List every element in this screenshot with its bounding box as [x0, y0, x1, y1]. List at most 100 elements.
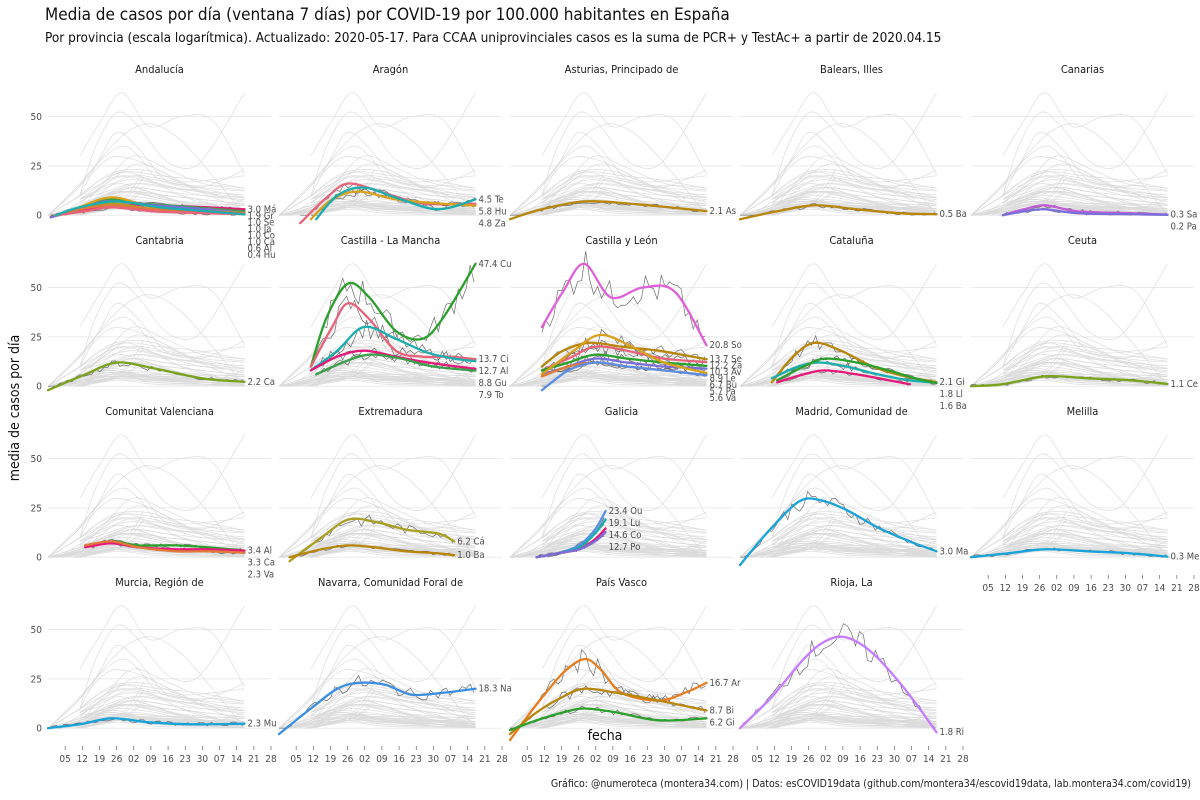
panel-strip-label: Cataluña [829, 234, 873, 247]
background-province-line [79, 668, 245, 713]
background-province-line [79, 379, 245, 387]
x-tick-label: 23 [1103, 583, 1114, 594]
panel-canarias: Canarias 0.3 Sa0.2 Pa [970, 63, 1197, 233]
series-end-label: 1.6 Ba [939, 401, 966, 412]
smooth-series-line [738, 497, 938, 567]
background-province-line [47, 465, 245, 558]
background-province-line [970, 195, 1168, 216]
series-end-label: 3.0 Má [247, 204, 276, 215]
background-province-line [1002, 497, 1168, 542]
background-province-line [79, 434, 245, 538]
background-province-line [509, 465, 707, 558]
background-province-line [739, 346, 937, 387]
background-province-line [541, 171, 707, 212]
background-province-line [79, 155, 245, 200]
background-province-line [278, 175, 476, 216]
background-province-line [1002, 342, 1168, 383]
panel-strip-label: Extremadura [358, 405, 422, 418]
background-province-line [541, 263, 707, 346]
background-province-line [970, 487, 1168, 558]
background-province-line [970, 465, 1168, 558]
smooth-series-line [770, 361, 938, 384]
background-province-line [771, 346, 937, 371]
x-tick-label: 30 [428, 754, 440, 765]
background-province-line [310, 263, 476, 346]
background-province-line [1002, 171, 1168, 212]
background-province-line [1008, 529, 1168, 555]
raw-series-line [739, 623, 936, 729]
x-tick-label: 05 [290, 754, 301, 765]
background-province-line [970, 511, 1168, 558]
x-tick-label: 12 [308, 754, 319, 765]
background-province-line [47, 546, 245, 558]
background-province-line [58, 689, 224, 729]
panel-strip-label: Comunitat Valenciana [105, 405, 214, 418]
background-province-line [541, 605, 707, 688]
background-province-line [68, 696, 245, 729]
panel-strip-label: Galicia [605, 405, 639, 418]
x-tick-label: 21 [248, 754, 259, 765]
series-end-label: 1.1 Ce [1170, 379, 1198, 390]
background-province-line [970, 145, 1168, 216]
background-province-line [47, 636, 245, 729]
background-province-line [541, 704, 707, 729]
series-end-label: 20.8 So [709, 340, 741, 351]
x-tick-label: 26 [111, 754, 123, 765]
panel-strip-label: Canarias [1061, 63, 1104, 76]
background-province-line [1002, 175, 1168, 200]
y-tick-label: 0 [36, 724, 42, 735]
background-province-line [316, 700, 476, 726]
series-end-label: 2.2 Ca [247, 377, 275, 388]
background-province-line [547, 187, 707, 213]
background-province-line [1002, 513, 1168, 554]
panel-strip-label: Asturias, Principado de [565, 63, 679, 76]
series-end-label: 1.0 Se [247, 217, 274, 228]
background-province-line [316, 358, 476, 384]
smooth-series-line [738, 204, 938, 221]
background-province-line [739, 169, 937, 216]
y-tick-label: 0 [36, 553, 42, 564]
background-province-line [777, 529, 937, 555]
background-province-line [278, 366, 476, 387]
background-province-line [771, 191, 937, 216]
background-province-line [777, 369, 937, 383]
series-end-label: 13.7 Ci [478, 354, 508, 365]
background-province-line [47, 340, 245, 387]
background-province-line [541, 302, 707, 367]
background-province-line [310, 175, 476, 200]
background-province-line [991, 354, 1168, 387]
background-province-line [771, 302, 937, 367]
series-end-label: 18.3 Na [478, 684, 511, 695]
x-tick-label: 12 [1000, 583, 1011, 594]
series-end-label: 19.1 Lu [609, 518, 641, 529]
background-province-line [310, 434, 476, 517]
y-tick-label: 25 [31, 161, 42, 172]
smooth-series-line [540, 333, 708, 376]
background-province-line [1002, 131, 1168, 196]
background-province-line [541, 92, 707, 196]
panel-strip-label: Aragón [373, 63, 409, 76]
background-province-line [771, 721, 937, 729]
series-end-label: 1.0 Ca [247, 237, 275, 248]
x-tick-label: 28 [1188, 583, 1200, 594]
smooth-series-line [315, 353, 477, 376]
background-province-line [970, 169, 1168, 216]
background-province-line [771, 92, 937, 196]
background-province-line [47, 517, 245, 558]
smooth-series-line [1001, 208, 1169, 217]
panel-strip-label: Castilla - La Mancha [341, 234, 441, 247]
x-tick-label: 23 [411, 754, 422, 765]
background-province-line [310, 696, 476, 713]
background-province-line [278, 511, 476, 558]
background-province-line [316, 369, 476, 383]
x-axis-title: fecha [588, 728, 623, 744]
x-tick-label: 09 [1068, 583, 1080, 594]
background-province-line [289, 176, 455, 216]
background-province-line [739, 537, 937, 558]
background-province-line [79, 605, 245, 688]
background-province-line [1002, 326, 1168, 371]
background-province-line [79, 434, 245, 517]
background-province-line [541, 326, 707, 371]
